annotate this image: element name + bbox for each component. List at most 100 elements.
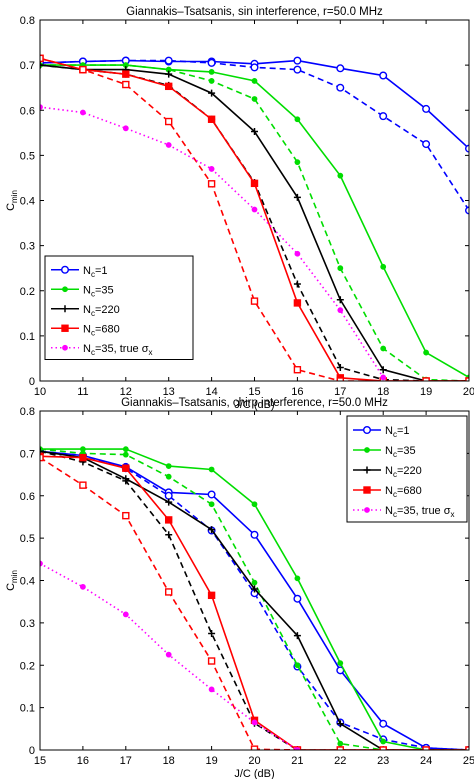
y-tick-label: 0.3 — [20, 241, 35, 253]
x-tick-label: 20 — [248, 755, 260, 767]
marker-circle — [293, 594, 302, 603]
marker-plus — [61, 305, 69, 313]
marker-dot — [337, 740, 344, 747]
marker-plus — [251, 585, 258, 593]
marker-plus — [293, 280, 301, 288]
marker-plus — [293, 632, 301, 640]
marker-circle — [250, 63, 259, 72]
marker-plus — [363, 466, 371, 474]
y-axis: 0 0.1 0.2 0.3 0.4 0.5 0.6 0.7 0.8 — [20, 406, 469, 757]
marker-square — [422, 746, 430, 750]
series-8 — [40, 104, 387, 381]
marker-dot — [294, 662, 301, 669]
marker-plus — [165, 70, 173, 78]
marker-square — [164, 516, 173, 524]
y-tick-label: 0.6 — [20, 105, 35, 117]
legend-label: Nc=35 — [385, 445, 416, 459]
marker-plus — [379, 366, 387, 374]
marker-dot — [337, 660, 344, 667]
series-group — [40, 446, 469, 750]
marker-plus — [40, 61, 44, 69]
y-tick-label: 0.2 — [20, 660, 35, 672]
x-tick-label: 19 — [420, 386, 432, 398]
marker-square — [79, 453, 87, 462]
y-axis-label-sub: min — [10, 190, 19, 203]
marker-square — [164, 82, 173, 91]
marker-dot — [62, 344, 68, 351]
marker-dot — [380, 738, 387, 745]
legend-label-sub: c — [91, 289, 95, 298]
legend-label-sub: c — [393, 430, 397, 439]
marker-circle — [207, 58, 216, 67]
marker-square — [164, 588, 173, 596]
marker-square — [207, 657, 216, 665]
marker-square — [207, 180, 216, 188]
x-axis: 15 16 17 18 19 20 21 22 23 24 25 — [34, 411, 474, 767]
marker-circle — [61, 265, 70, 274]
marker-square — [79, 65, 87, 74]
x-axis-label: J/C (dB) — [234, 399, 274, 411]
marker-dot — [337, 265, 344, 272]
legend-label-sub: c — [91, 348, 95, 357]
marker-dot — [364, 507, 370, 513]
marker-plus — [208, 526, 216, 534]
x-tick-label: 18 — [377, 386, 389, 398]
legend-label-main: N — [83, 343, 91, 355]
marker-square — [250, 297, 259, 305]
marker-circle — [379, 112, 388, 121]
marker-circle — [250, 530, 259, 539]
marker-dot — [208, 686, 215, 693]
x-tick-label: 11 — [77, 386, 88, 398]
marker-square — [207, 591, 216, 600]
marker-square — [40, 453, 44, 462]
series-line — [40, 106, 384, 378]
marker-plus — [251, 127, 258, 135]
legend-label-rest: =35, true σ — [397, 505, 451, 517]
legend-label-sub: c — [393, 510, 397, 519]
series-7 — [40, 54, 469, 381]
y-axis: 0 0.1 0.2 0.3 0.4 0.5 0.6 0.7 0.8 — [20, 15, 469, 388]
marker-square — [363, 486, 371, 494]
marker-plus — [293, 193, 301, 201]
marker-dot — [423, 349, 430, 356]
x-tick-label: 15 — [34, 755, 46, 767]
marker-dot — [80, 109, 86, 116]
marker-dot — [80, 583, 86, 590]
marker-plus — [165, 531, 173, 539]
legend-label-rest: =680 — [397, 485, 422, 497]
chart-chirp-interference: Giannakis–Tsatsanis, chirp interference,… — [5, 397, 474, 779]
y-tick-label: 0 — [29, 376, 35, 388]
y-tick-label: 0.1 — [20, 331, 35, 343]
marker-dot — [251, 719, 258, 726]
marker-dot — [251, 78, 258, 84]
marker-dot — [40, 104, 43, 110]
marker-square — [422, 377, 430, 381]
marker-square — [122, 464, 130, 472]
y-axis-label-main: C — [5, 203, 17, 211]
marker-dot — [294, 116, 301, 123]
marker-square — [122, 70, 130, 78]
x-axis-label: J/C (dB) — [234, 768, 274, 779]
marker-circle — [336, 83, 345, 92]
marker-dot — [251, 579, 258, 586]
marker-dot — [165, 473, 172, 480]
marker-square — [164, 117, 173, 126]
marker-circle — [379, 71, 388, 80]
legend-label: Nc=35 — [83, 284, 114, 298]
marker-plus — [40, 447, 44, 455]
marker-dot — [208, 501, 215, 508]
marker-dot — [294, 159, 301, 166]
y-tick-label: 0.5 — [20, 533, 35, 545]
marker-dot — [337, 307, 344, 314]
marker-circle — [293, 65, 302, 74]
legend-label-sub: c — [393, 490, 397, 499]
series-3 — [40, 62, 469, 381]
marker-dot — [380, 263, 387, 270]
marker-circle — [422, 104, 431, 113]
y-tick-label: 0.4 — [20, 576, 35, 588]
series-line — [40, 64, 469, 381]
x-tick-label: 22 — [334, 755, 346, 767]
legend-label-sub: c — [91, 328, 95, 337]
marker-circle — [379, 719, 388, 728]
